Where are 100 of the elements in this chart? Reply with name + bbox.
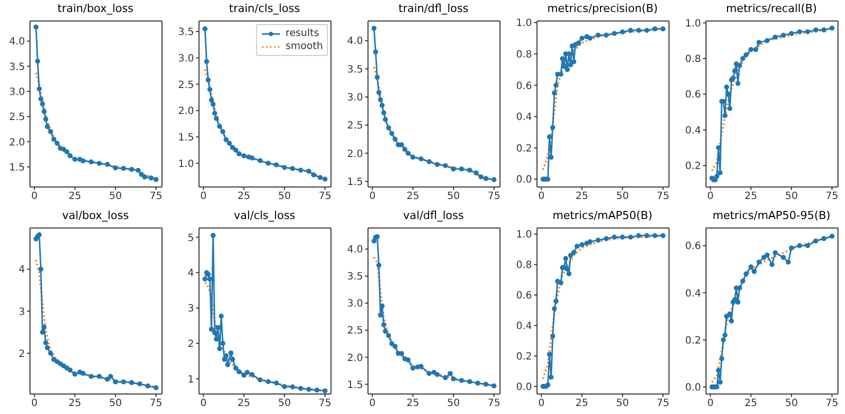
chart-title: train/cls_loss [228, 1, 301, 17]
y-tick-label: 5 [188, 232, 194, 244]
x-tick-label: 50 [785, 191, 798, 202]
x-tick-label: 75 [150, 191, 162, 202]
x-tick-label: 25 [68, 398, 82, 410]
y-tick-label: 1.5 [9, 162, 25, 174]
y-tick-label: 0.8 [516, 260, 532, 272]
y-tick-label: 2 [188, 338, 194, 350]
x-tick-label: 0 [538, 191, 545, 202]
y-tick-label: 0.6 [685, 90, 701, 101]
y-tick-label: 1.5 [178, 132, 194, 144]
y-tick-label: 0.0 [685, 382, 701, 394]
chart-title: metrics/mAP50(B) [552, 208, 654, 224]
chart-title: metrics/mAP50-95(B) [712, 208, 832, 224]
y-tick-label: 3.0 [347, 92, 363, 104]
y-tick-label: 0.0 [516, 174, 532, 186]
x-tick-label: 75 [826, 191, 838, 202]
y-tick-label: 2.0 [178, 106, 194, 118]
y-tick-label: 3 [188, 304, 194, 315]
x-tick-label: 50 [447, 398, 460, 410]
x-tick-label: 50 [447, 191, 460, 202]
y-tick-label: 4 [18, 264, 25, 276]
x-tick-label: 25 [238, 398, 250, 410]
y-tick-label: 0.2 [516, 143, 532, 154]
y-tick-label: 4.0 [9, 36, 25, 48]
y-tick-label: 3.5 [9, 62, 25, 73]
x-tick-label: 0 [200, 191, 207, 202]
x-tick-label: 75 [826, 398, 838, 410]
y-tick-label: 3.0 [9, 86, 25, 98]
x-tick-label: 75 [656, 191, 670, 202]
x-tick-label: 75 [656, 398, 670, 410]
y-tick-label: 1.5 [347, 380, 363, 391]
x-tick-label: 75 [488, 191, 500, 202]
x-tick-label: 25 [238, 191, 250, 202]
y-tick-label: 3.5 [347, 272, 363, 283]
y-tick-label: 1.0 [685, 18, 701, 30]
y-tick-label: 0.4 [685, 125, 701, 136]
y-tick-label: 0.2 [685, 161, 701, 172]
x-tick-label: 0 [369, 191, 376, 202]
y-tick-label: 4.0 [347, 36, 363, 48]
legend-label: smooth [286, 40, 323, 53]
y-tick-label: 1 [188, 374, 194, 386]
y-tick-label: 2 [18, 348, 25, 360]
x-tick-label: 50 [278, 191, 291, 202]
chart-title: val/box_loss [61, 208, 130, 224]
y-tick-label: 2.5 [347, 120, 363, 132]
chart-title: val/cls_loss [232, 208, 296, 224]
y-tick-label: 3.0 [347, 298, 363, 310]
x-tick-label: 75 [150, 398, 162, 410]
x-tick-label: 0 [707, 191, 714, 202]
y-tick-label: 1.0 [516, 18, 532, 30]
y-tick-label: 1.0 [178, 158, 194, 170]
y-tick-label: 2.5 [9, 112, 25, 124]
y-tick-label: 3.5 [347, 64, 363, 76]
y-tick-label: 3.5 [178, 27, 194, 38]
y-tick-label: 1.0 [516, 230, 532, 241]
x-tick-label: 75 [318, 191, 332, 202]
x-tick-label: 25 [744, 191, 758, 202]
x-tick-label: 75 [318, 398, 332, 410]
y-tick-label: 0.6 [516, 80, 532, 92]
y-tick-label: 3 [18, 306, 25, 318]
x-tick-label: 0 [31, 191, 38, 202]
chart-title: train/box_loss [56, 1, 134, 17]
x-tick-label: 50 [109, 191, 122, 202]
y-tick-label: 0.8 [516, 49, 532, 60]
y-tick-label: 0.2 [685, 335, 701, 346]
x-tick-label: 25 [406, 191, 420, 202]
legend-label: results [286, 27, 320, 40]
y-tick-label: 0.6 [516, 290, 532, 302]
y-tick-label: 2.0 [9, 137, 25, 148]
y-tick-label: 0.4 [516, 321, 532, 332]
x-tick-label: 50 [278, 398, 291, 410]
y-tick-label: 0.4 [516, 112, 532, 124]
x-tick-label: 50 [109, 398, 122, 410]
x-tick-label: 0 [200, 398, 207, 410]
x-tick-label: 25 [576, 398, 588, 410]
x-tick-label: 50 [616, 398, 629, 410]
chart-title: train/dfl_loss [398, 1, 470, 17]
y-tick-label: 2.0 [347, 352, 363, 364]
x-tick-label: 25 [744, 398, 758, 410]
x-tick-label: 50 [785, 398, 798, 410]
x-tick-label: 75 [488, 398, 500, 410]
y-tick-label: 2.5 [347, 326, 363, 337]
y-tick-label: 4.0 [347, 244, 363, 256]
x-tick-label: 50 [616, 191, 629, 202]
x-tick-label: 0 [31, 398, 38, 410]
x-tick-label: 25 [406, 398, 420, 410]
y-tick-label: 0.8 [685, 54, 701, 66]
y-tick-label: 0.2 [516, 351, 532, 362]
chart-title: metrics/precision(B) [546, 1, 659, 17]
x-tick-label: 25 [68, 191, 82, 202]
y-tick-label: 0.4 [685, 288, 701, 300]
x-tick-label: 0 [538, 398, 545, 410]
y-tick-label: 1.5 [347, 176, 363, 188]
y-tick-label: 0.0 [516, 382, 532, 393]
y-tick-label: 3.0 [178, 53, 194, 64]
x-tick-label: 25 [576, 191, 588, 202]
y-tick-label: 2.5 [178, 80, 194, 91]
chart-title: val/dfl_loss [402, 208, 465, 224]
chart-title: metrics/recall(B) [725, 1, 818, 17]
